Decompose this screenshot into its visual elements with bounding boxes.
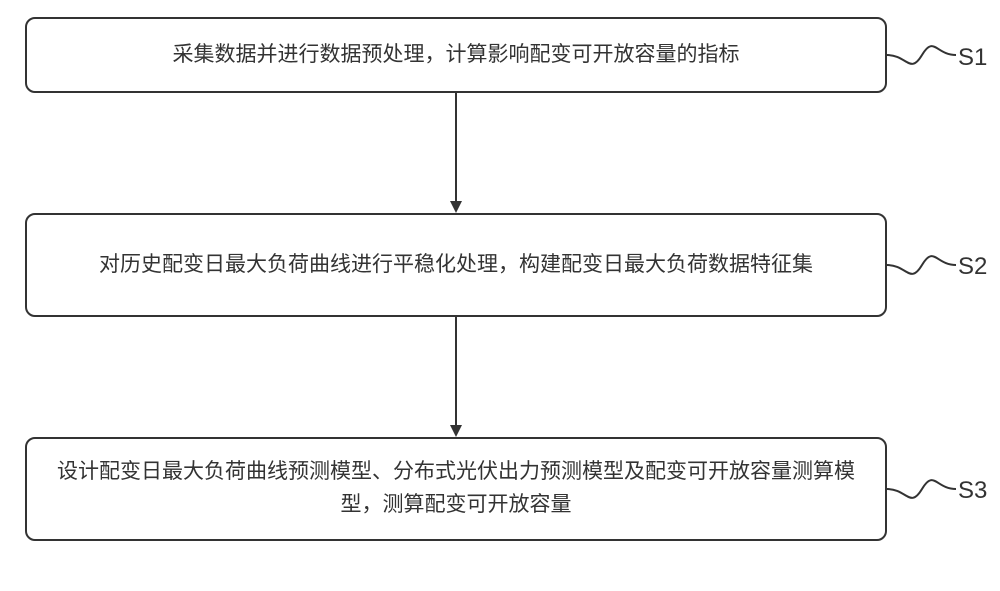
flow-step-s3: 设计配变日最大负荷曲线预测模型、分布式光伏出力预测模型及配变可开放容量测算模型，…	[25, 437, 887, 541]
flow-step-s3-text: 设计配变日最大负荷曲线预测模型、分布式光伏出力预测模型及配变可开放容量测算模型，…	[57, 456, 855, 521]
label-curve-s2	[887, 256, 956, 274]
flow-step-s2-text: 对历史配变日最大负荷曲线进行平稳化处理，构建配变日最大负荷数据特征集	[99, 249, 813, 282]
flow-step-s2-label: S2	[958, 253, 987, 281]
flow-step-s1-label: S1	[958, 44, 987, 72]
label-curve-s3	[887, 480, 956, 498]
flowchart-canvas: 采集数据并进行数据预处理，计算影响配变可开放容量的指标 S1 对历史配变日最大负…	[0, 0, 1000, 591]
flow-step-s2: 对历史配变日最大负荷曲线进行平稳化处理，构建配变日最大负荷数据特征集	[25, 213, 887, 317]
flow-step-s1: 采集数据并进行数据预处理，计算影响配变可开放容量的指标	[25, 17, 887, 93]
flow-step-s3-label: S3	[958, 477, 987, 505]
label-curve-s1	[887, 46, 956, 64]
flow-step-s1-text: 采集数据并进行数据预处理，计算影响配变可开放容量的指标	[173, 39, 740, 72]
